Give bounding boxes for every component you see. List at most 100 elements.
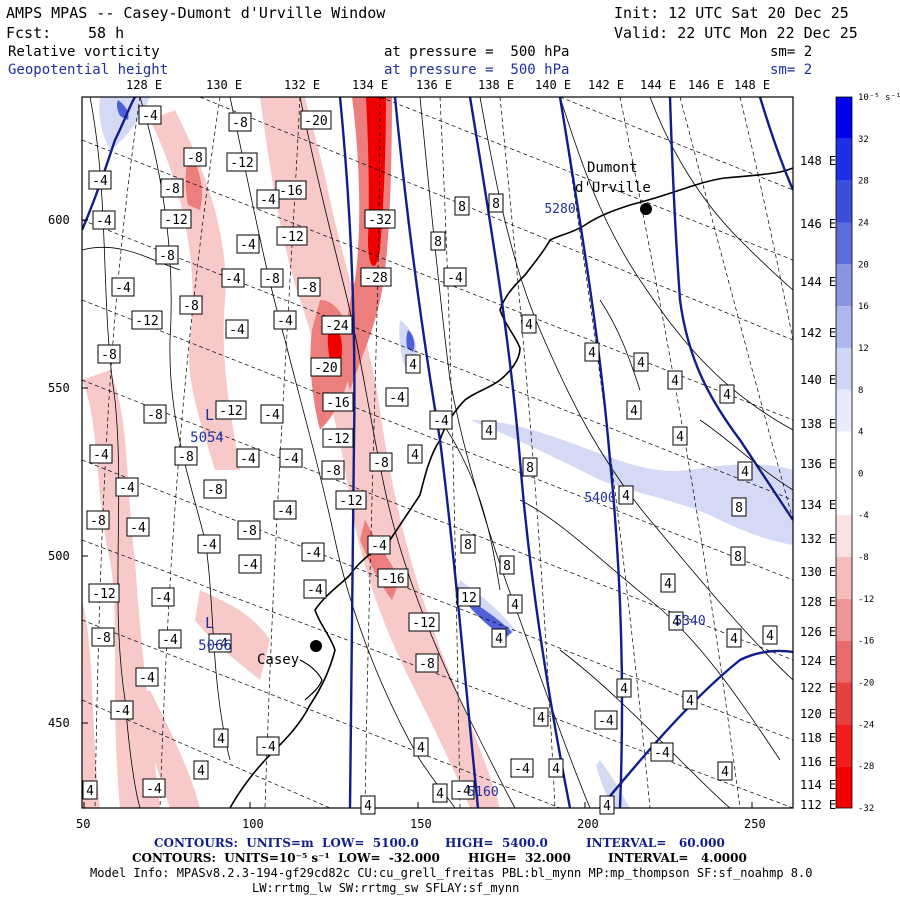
x-tick-label: 50 (76, 817, 90, 831)
svg-text:4: 4 (730, 632, 738, 647)
contour-value-box: -8 (321, 460, 345, 480)
svg-text:4: 4 (766, 629, 774, 644)
svg-text:4: 4 (620, 682, 628, 697)
model-info-physics: LW:rrtmg_lw SW:rrtmg_sw SFLAY:sf_mynn (252, 881, 520, 895)
contour-value-box: -4 (111, 277, 135, 297)
svg-text:-12: -12 (412, 616, 435, 631)
svg-text:4: 4 (664, 577, 672, 592)
longitude-label-top: 136 E (416, 78, 453, 92)
longitude-label-top: 132 E (284, 78, 321, 92)
colorbar-label: 4 (858, 428, 863, 438)
contour-value-box: -4 (208, 633, 232, 653)
colorbar-swatch (836, 515, 852, 558)
svg-text:8: 8 (492, 197, 500, 212)
svg-text:4: 4 (436, 787, 444, 802)
latitude-label-right: 142 E (800, 326, 836, 340)
svg-text:-4: -4 (115, 281, 131, 296)
colorbar-label: -4 (858, 511, 869, 521)
svg-text:-16: -16 (381, 572, 404, 587)
svg-text:-8: -8 (301, 281, 317, 296)
svg-text:-4: -4 (114, 704, 130, 719)
contour-value-box: -4 (650, 742, 674, 762)
contour-value-box: -4 (115, 477, 139, 497)
svg-text:-8: -8 (264, 272, 280, 287)
svg-text:-4: -4 (225, 272, 241, 287)
svg-text:-4: -4 (277, 504, 293, 519)
contour-value-box: -8 (91, 627, 115, 647)
svg-text:-8: -8 (178, 450, 194, 465)
longitude-label-top: 148 E (734, 78, 771, 92)
map-title: AMPS MPAS -- Casey-Dumont d'Urville Wind… (6, 4, 386, 22)
longitude-label-top: 130 E (206, 78, 243, 92)
contour-value-box: 4 (660, 573, 676, 593)
contour-value-box: 8 (454, 196, 470, 216)
height-contour-high: HIGH= 5400.0 (445, 836, 548, 850)
svg-text:-16: -16 (279, 184, 302, 199)
contour-value-box: -8 (143, 404, 167, 424)
svg-text:-8: -8 (159, 249, 175, 264)
contour-value-box: -4 (151, 587, 175, 607)
colorbar-label: -24 (858, 720, 874, 730)
vorticity-contour-interval: INTERVAL= 4.0000 (608, 851, 747, 865)
contour-value-box: -8 (160, 178, 184, 198)
colorbar-swatch (836, 557, 852, 599)
antarctic-coastline (229, 167, 793, 808)
svg-text:8: 8 (503, 559, 511, 574)
contour-value-box: 4 (491, 628, 507, 648)
svg-text:-4: -4 (139, 671, 155, 686)
colorbar-swatch (836, 389, 852, 432)
contour-value-box: -12 (215, 400, 247, 420)
longitude-label-top: 142 E (588, 78, 625, 92)
contour-value-box: -4 (138, 105, 162, 125)
svg-text:4: 4 (511, 598, 519, 613)
svg-text:4: 4 (686, 694, 694, 709)
colorbar-swatch (836, 222, 852, 265)
casey-marker (310, 640, 322, 652)
svg-text:-4: -4 (447, 271, 463, 286)
contour-value-box: 4 (667, 370, 683, 390)
contour-value-box: -4 (142, 778, 166, 798)
field1-level: at pressure = 500 hPa (384, 44, 570, 60)
svg-text:-4: -4 (389, 391, 405, 406)
colorbar-swatch (836, 766, 852, 808)
colorbar-swatch (836, 347, 852, 390)
contour-value-box: -12 (160, 209, 192, 229)
latitude-label-right: 114 E (800, 778, 836, 792)
contour-value-box: 4 (737, 461, 753, 481)
colorbar-label: -12 (858, 595, 874, 605)
colorbar-label: -32 (858, 804, 874, 814)
contour-value-box: -12 (226, 152, 258, 172)
svg-text:4: 4 (485, 424, 493, 439)
svg-text:4: 4 (672, 615, 680, 630)
model-info: Model Info: MPASv8.2.3-194-gf29cd82c CU:… (90, 866, 813, 880)
svg-text:-8: -8 (419, 657, 435, 672)
contour-value-box: -8 (415, 653, 439, 673)
svg-text:-4: -4 (433, 414, 449, 429)
contour-value-box: -4 (510, 758, 534, 778)
svg-text:-8: -8 (101, 348, 117, 363)
svg-text:4: 4 (86, 784, 94, 799)
field1-name: Relative vorticity (8, 44, 160, 60)
contour-value-box: -4 (443, 267, 467, 287)
contour-value-box: 4 (633, 352, 649, 372)
dumont-durville-label-line2: d'Urville (575, 180, 651, 196)
height-contour-info: CONTOURS: UNITS=m LOW= 5100.0 (154, 836, 419, 850)
colorbar-swatch (836, 640, 852, 683)
svg-text:-4: -4 (455, 784, 471, 799)
low-pressure-labels: L 5054 L 5066 (190, 406, 232, 654)
contour-value-box: 4 (481, 420, 497, 440)
contour-value-box: -4 (110, 700, 134, 720)
colorbar-swatch (836, 431, 852, 474)
longitude-label-top: 140 E (535, 78, 572, 92)
contour-value-box: -4 (225, 319, 249, 339)
colorbar-label: 8 (858, 386, 863, 396)
contour-value-box: 8 (522, 457, 538, 477)
colorbar-label: -28 (858, 762, 874, 772)
svg-text:4: 4 (741, 465, 749, 480)
low-value: 5066 (198, 638, 232, 654)
contour-value-box: -4 (429, 410, 453, 430)
contour-value-box: 4 (360, 795, 376, 815)
y-tick-label: 550 (48, 381, 70, 395)
svg-text:4: 4 (364, 799, 372, 814)
svg-text:8: 8 (734, 550, 742, 565)
